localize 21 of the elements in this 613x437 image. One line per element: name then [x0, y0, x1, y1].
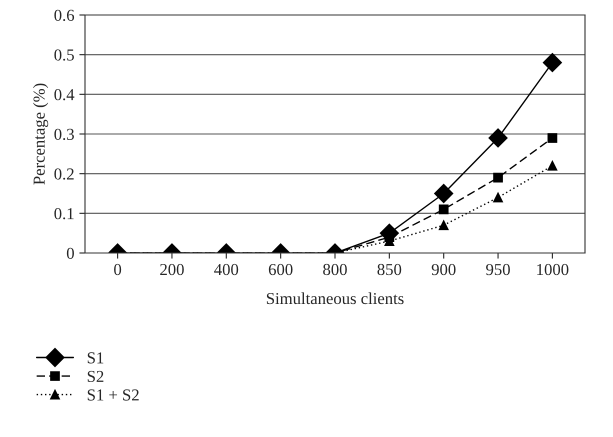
x-tick-label: 200 — [160, 264, 184, 276]
y-tick-label: 0.5 — [54, 49, 74, 61]
y-tick-label: 0.6 — [54, 10, 74, 22]
y-tick-label: 0.3 — [54, 128, 74, 140]
x-tick-label: 800 — [323, 264, 347, 276]
y-tick-label: 0.1 — [54, 208, 74, 220]
y-tick-label: 0.2 — [54, 168, 74, 180]
x-tick-label: 0 — [114, 264, 122, 276]
x-tick-label: 600 — [268, 264, 293, 276]
legend-label: S1 + S2 — [88, 389, 139, 401]
legend-label: S1 — [88, 352, 104, 364]
x-axis-title: Simultaneous clients — [266, 292, 404, 304]
x-tick-label: 950 — [486, 264, 510, 276]
y-tick-label: 0 — [66, 248, 74, 259]
y-tick-label: 0.4 — [54, 89, 74, 100]
y-axis-title: Percentage (%) — [33, 84, 48, 185]
x-tick-label: 400 — [214, 264, 238, 276]
legend-label: S2 — [88, 370, 104, 382]
x-tick-label: 850 — [377, 264, 402, 276]
x-tick-label: 1000 — [537, 264, 568, 276]
x-tick-label: 900 — [432, 264, 456, 276]
